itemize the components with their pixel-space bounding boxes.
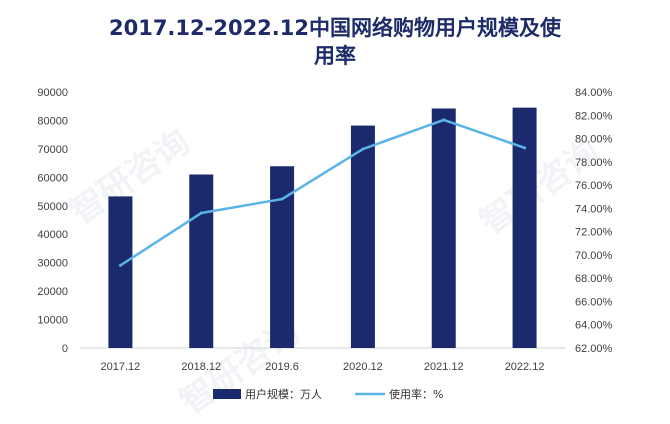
y-left-tick-label: 90000 — [37, 87, 68, 99]
y-left-tick-label: 60000 — [37, 172, 68, 184]
usage-rate-line — [119, 118, 526, 267]
y-right-tick-label: 80.00% — [575, 134, 613, 146]
chart-title-line-2: 用率 — [314, 44, 356, 68]
line-point — [361, 147, 365, 151]
y-right-tick-label: 64.00% — [575, 320, 613, 332]
bar — [108, 196, 133, 348]
y-left-tick-label: 20000 — [37, 286, 68, 298]
y-right-tick-label: 76.00% — [575, 180, 613, 192]
x-tick-label: 2020.12 — [343, 361, 383, 373]
chart-title-line-1: 2017.12-2022.12中国网络购物用户规模及使 — [108, 16, 561, 40]
legend-bar-label: 用户规模：万人 — [245, 387, 322, 401]
y-left-tick-label: 30000 — [37, 258, 68, 270]
x-tick-label: 2021.12 — [424, 361, 464, 373]
y-right-tick-label: 70.00% — [575, 250, 613, 262]
line-point — [199, 211, 203, 215]
y-left-tick-label: 0 — [62, 343, 68, 355]
line-point — [118, 263, 122, 267]
y-left-tick-label: 50000 — [37, 201, 68, 213]
y-left-tick-label: 80000 — [37, 115, 68, 127]
chart-title: 2017.12-2022.12中国网络购物用户规模及使 用率 — [0, 14, 670, 70]
line-point — [523, 146, 527, 150]
line-point — [442, 118, 446, 122]
y-right-tick-label: 82.00% — [575, 110, 613, 122]
legend-line-label: 使用率：% — [389, 387, 443, 401]
x-tick-label: 2018.12 — [181, 361, 221, 373]
x-tick-label: 2017.12 — [101, 361, 141, 373]
bar — [350, 125, 375, 348]
bar — [270, 166, 295, 348]
legend-bar-swatch — [213, 389, 241, 399]
y-right-tick-label: 62.00% — [575, 343, 613, 355]
y-right-tick-label: 68.00% — [575, 273, 613, 285]
y-right-tick-label: 84.00% — [575, 87, 613, 99]
line-point — [280, 197, 284, 201]
x-tick-label: 2022.12 — [505, 361, 545, 373]
y-left-tick-label: 70000 — [37, 144, 68, 156]
y-left-tick-label: 10000 — [37, 315, 68, 327]
y-left-tick-label: 40000 — [37, 229, 68, 241]
x-tick-label: 2019.6 — [265, 361, 299, 373]
y-right-tick-label: 74.00% — [575, 203, 613, 215]
bar — [189, 174, 214, 348]
y-right-tick-label: 66.00% — [575, 296, 613, 308]
y-right-tick-label: 78.00% — [575, 157, 613, 169]
bar — [431, 108, 456, 349]
y-right-tick-label: 72.00% — [575, 227, 613, 239]
